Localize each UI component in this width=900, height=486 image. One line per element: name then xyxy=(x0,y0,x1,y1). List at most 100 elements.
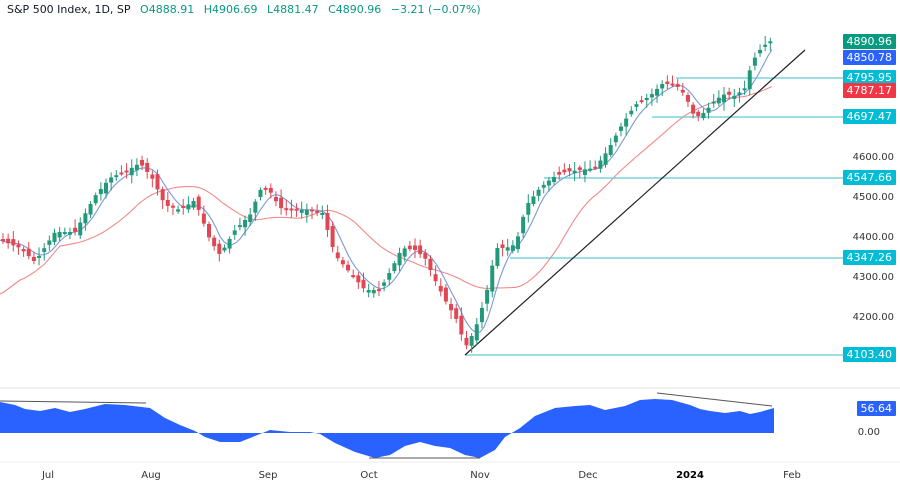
candle-body xyxy=(758,49,763,54)
candle-body xyxy=(526,203,531,215)
candle-body xyxy=(165,199,170,206)
candle-body xyxy=(47,240,52,245)
candle-body xyxy=(742,88,747,91)
candle-body xyxy=(289,208,294,211)
price-tag: 4795.95 xyxy=(842,70,896,85)
candle-body xyxy=(459,315,464,335)
candle-body xyxy=(747,70,752,90)
candle-body xyxy=(443,287,448,302)
candle-body xyxy=(145,162,150,172)
candle-body xyxy=(237,225,242,228)
candle-body xyxy=(407,245,412,250)
candle-body xyxy=(16,244,21,248)
candle-body xyxy=(624,118,629,127)
price-tag: 4697.47 xyxy=(842,109,896,124)
candle-body xyxy=(258,189,263,198)
candle-body xyxy=(140,159,145,166)
candle-body xyxy=(310,209,314,212)
candle-body xyxy=(644,97,649,101)
candle-body xyxy=(351,275,356,278)
candle-body xyxy=(603,153,608,165)
price-tick: 4300.00 xyxy=(852,272,894,283)
candle-body xyxy=(253,201,258,213)
candle-body xyxy=(711,101,716,104)
change-value: −3.21 (−0.07%) xyxy=(390,3,481,16)
candle-body xyxy=(433,274,438,282)
candle-body xyxy=(423,252,428,259)
candle-body xyxy=(73,227,78,232)
candle-body xyxy=(732,95,737,99)
slow-ma-line xyxy=(0,86,773,295)
open-value: O4888.91 xyxy=(140,3,195,16)
candle-body xyxy=(11,239,16,246)
candle-body xyxy=(660,84,665,89)
time-label: Oct xyxy=(360,470,378,481)
candle-body xyxy=(438,285,443,292)
candle-body xyxy=(31,256,36,261)
oscillator-area xyxy=(0,399,774,458)
candle-body xyxy=(428,258,433,270)
candle-body xyxy=(737,92,742,96)
candle-body xyxy=(83,213,88,224)
candle-body xyxy=(109,177,114,183)
candle-body xyxy=(716,97,721,104)
candle-body xyxy=(696,111,701,117)
candle-body xyxy=(670,83,675,86)
candle-body xyxy=(263,187,268,190)
candle-body xyxy=(479,307,484,323)
high-value: H4906.69 xyxy=(203,3,258,16)
price-tag: 4850.78 xyxy=(842,50,896,65)
candle-body xyxy=(413,245,417,250)
candle-body xyxy=(212,237,217,247)
candle-body xyxy=(304,210,309,215)
candle-body xyxy=(1,239,5,242)
close-value: C4890.96 xyxy=(328,3,382,16)
candle-body xyxy=(284,208,289,211)
candle-body xyxy=(294,208,299,211)
candle-body xyxy=(763,44,768,47)
price-tick: 4400.00 xyxy=(852,232,894,243)
candle-body xyxy=(114,175,119,178)
candle-body xyxy=(217,243,222,254)
candle-body xyxy=(42,248,47,252)
candle-body xyxy=(469,336,474,346)
symbol-label: S&P 500 Index, 1D, SP xyxy=(7,3,131,16)
candle-body xyxy=(26,248,31,257)
candle-body xyxy=(273,196,278,202)
oscillator-tick: 0.00 xyxy=(857,427,880,438)
candle-body xyxy=(505,247,510,251)
price-tag: 4547.66 xyxy=(842,170,896,185)
candle-body xyxy=(57,232,62,238)
candle-body xyxy=(490,265,495,292)
candle-body xyxy=(588,168,593,171)
candle-body xyxy=(62,232,67,234)
candle-body xyxy=(346,264,351,271)
candle-body xyxy=(201,213,206,224)
candle-body xyxy=(98,188,103,195)
candle-body xyxy=(232,230,237,235)
candle-body xyxy=(160,189,165,201)
candle-body xyxy=(593,166,598,169)
candle-body xyxy=(268,187,273,193)
time-label: Aug xyxy=(141,470,161,481)
candle-body xyxy=(191,200,196,208)
divergence-line xyxy=(656,392,773,407)
candle-body xyxy=(768,41,773,44)
candle-body xyxy=(155,174,160,190)
candle-body xyxy=(124,170,129,173)
candle-body xyxy=(243,219,248,228)
candle-body xyxy=(634,104,639,107)
candle-body xyxy=(557,171,562,175)
price-tick: 4500.00 xyxy=(852,192,894,203)
candle-body xyxy=(521,216,526,234)
candle-body xyxy=(464,337,469,346)
price-tick: 4600.00 xyxy=(852,152,894,163)
time-label: Nov xyxy=(470,470,490,481)
candle-body xyxy=(356,275,361,283)
candle-body xyxy=(541,184,546,188)
time-label: Sep xyxy=(258,470,278,481)
candle-body xyxy=(639,100,644,103)
candle-body xyxy=(37,255,42,258)
candle-body xyxy=(227,239,232,249)
